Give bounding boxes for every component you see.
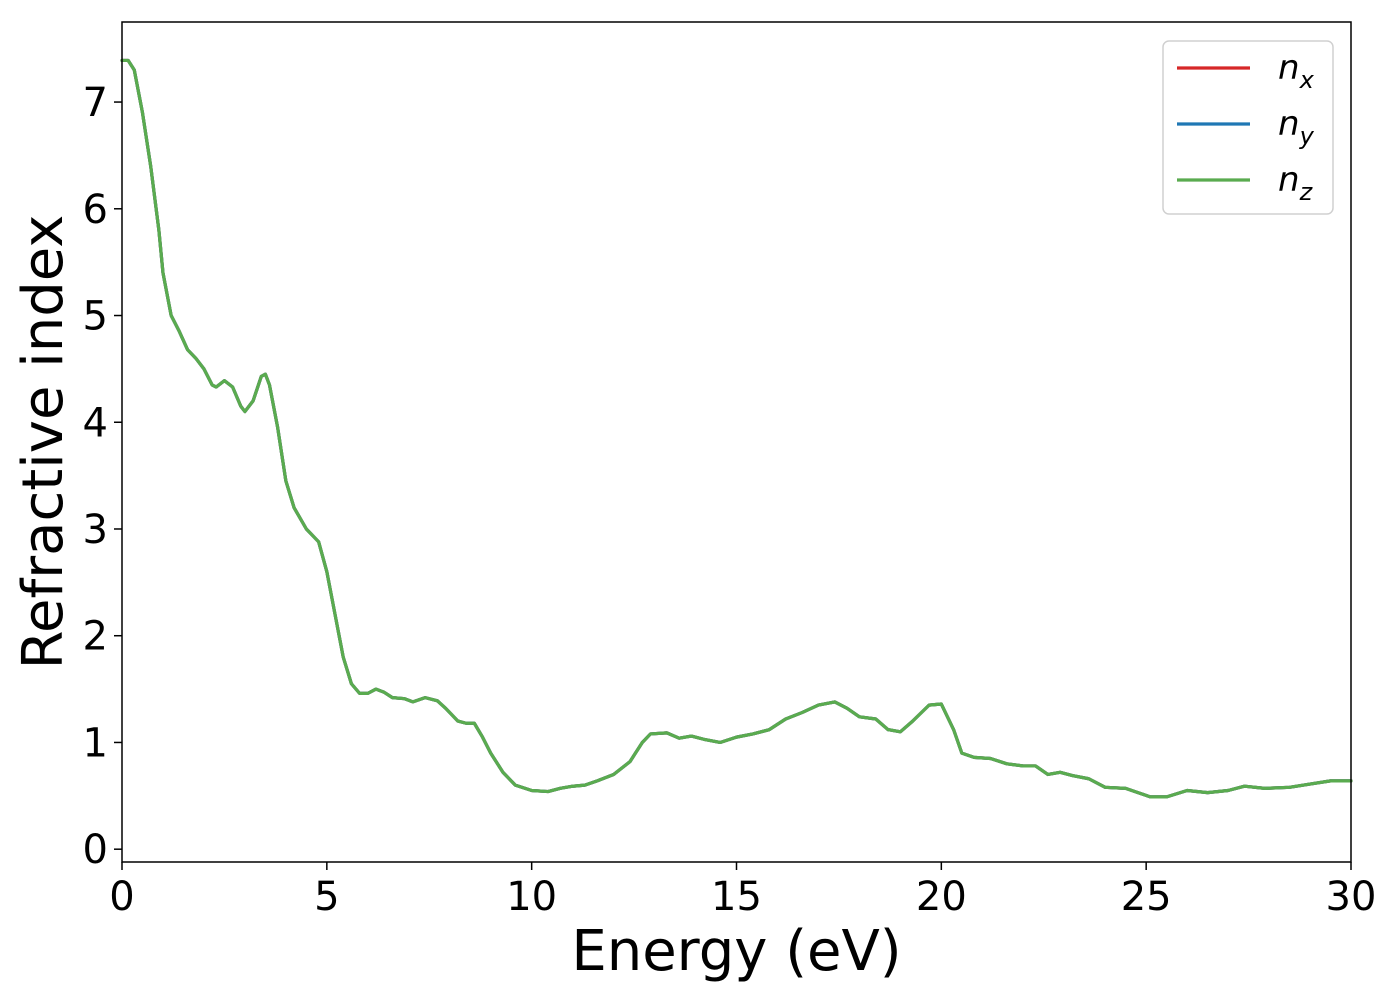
x-tick-label: 15 [711, 874, 762, 920]
y-axis-ticks: 0 1 2 3 4 5 6 7 [83, 80, 122, 873]
y-tick-label: 2 [83, 614, 108, 660]
legend-label-base: n [1278, 104, 1300, 144]
x-axis-ticks: 0 5 10 15 20 25 30 [109, 862, 1376, 920]
y-axis-title: Refractive index [11, 215, 76, 670]
x-tick-label: 30 [1326, 874, 1377, 920]
legend-label-subscript: z [1299, 178, 1314, 206]
x-tick-label: 5 [314, 874, 339, 920]
x-axis-title: Energy (eV) [571, 919, 901, 984]
legend-label-subscript: y [1299, 122, 1315, 150]
legend-label-base: n [1278, 48, 1300, 88]
x-tick-label: 10 [506, 874, 557, 920]
y-tick-label: 4 [83, 400, 108, 446]
legend-label-base: n [1278, 160, 1300, 200]
legend-label-subscript: x [1299, 66, 1315, 94]
legend-label-ny: ny [1278, 104, 1315, 150]
legend-label-nz: nz [1278, 160, 1314, 206]
legend-box [1162, 40, 1334, 215]
y-tick-label: 6 [83, 187, 108, 233]
y-tick-label: 7 [83, 80, 108, 126]
x-tick-label: 0 [109, 874, 134, 920]
y-tick-label: 5 [83, 294, 108, 340]
legend-label-nx: nx [1278, 48, 1315, 94]
y-tick-label: 1 [83, 720, 108, 766]
series-layer [120, 58, 1353, 799]
y-tick-label: 0 [83, 827, 108, 873]
series-line-nz [120, 58, 1353, 799]
y-tick-label: 3 [83, 507, 108, 553]
x-tick-label: 25 [1121, 874, 1172, 920]
x-tick-label: 20 [916, 874, 967, 920]
